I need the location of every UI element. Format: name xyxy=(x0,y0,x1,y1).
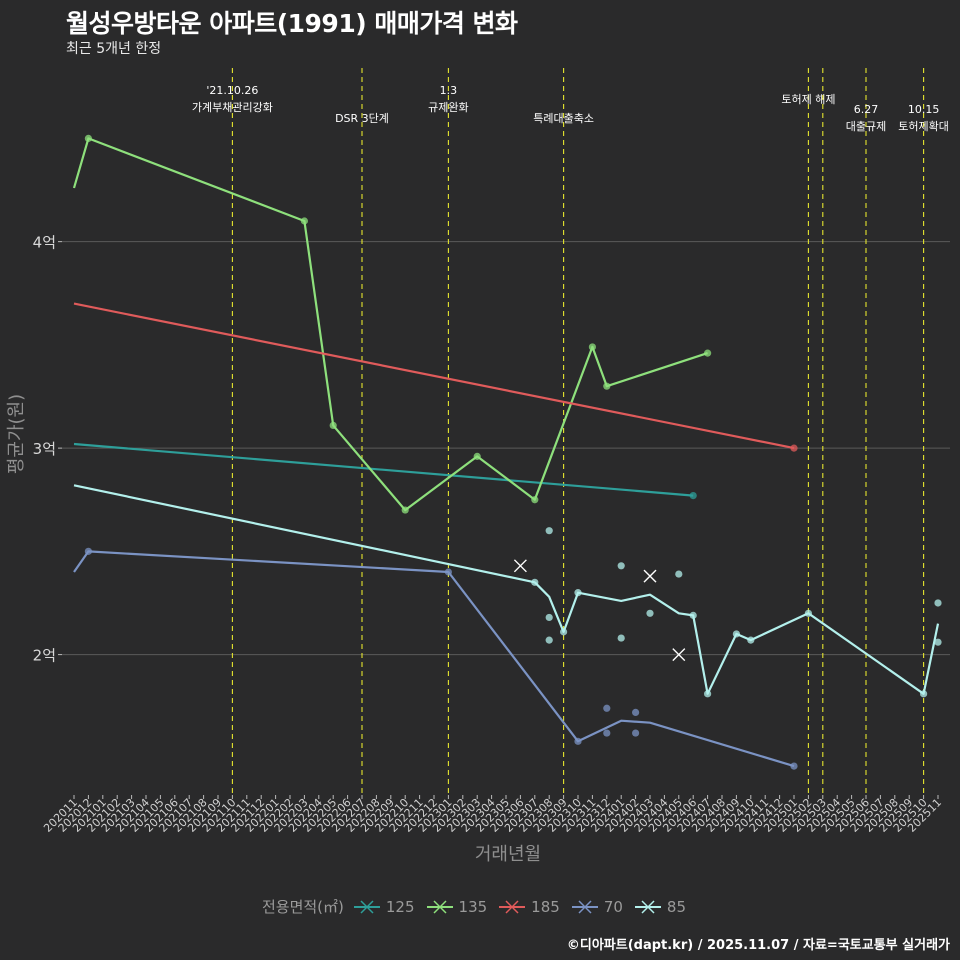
axes: 2억3억4억2020112020122021012021022021032021… xyxy=(33,234,944,835)
data-point xyxy=(401,506,409,514)
series-125 xyxy=(73,442,697,500)
data-point xyxy=(617,562,625,570)
data-point xyxy=(84,134,92,142)
legend-key-70 xyxy=(571,899,598,914)
legend-item-125: 125 xyxy=(353,897,415,916)
data-point xyxy=(732,630,741,638)
series-185 xyxy=(73,302,798,452)
gridlines xyxy=(62,241,950,656)
event-label: 토허제 해제 xyxy=(781,92,835,106)
legend-label: 70 xyxy=(603,897,623,916)
legend-key-185 xyxy=(499,899,526,914)
legend-key-125 xyxy=(353,899,380,914)
event-label: 가계부채관리강화 xyxy=(192,101,273,114)
legend-label: 185 xyxy=(531,897,560,916)
data-point xyxy=(603,382,611,390)
cross-stroke xyxy=(513,559,527,573)
data-point xyxy=(646,609,654,617)
event-label: '21.10.26 xyxy=(206,84,258,97)
cross-marker xyxy=(672,648,686,662)
event-label: 규제완화 xyxy=(428,101,468,114)
cross-stroke xyxy=(643,569,657,583)
data-point xyxy=(300,217,308,225)
legend-key-135 xyxy=(426,899,453,914)
trend-line-185 xyxy=(73,302,795,450)
data-point xyxy=(603,704,611,712)
legend-label: 125 xyxy=(385,897,415,916)
series-line-135 xyxy=(72,137,708,512)
data-point xyxy=(704,690,712,698)
data-point xyxy=(790,444,798,452)
data-point xyxy=(934,599,942,607)
series-line-70 xyxy=(73,550,795,768)
data-point xyxy=(790,762,798,770)
legend-item-185: 185 xyxy=(499,898,560,916)
data-point xyxy=(545,527,553,535)
legend-item-135: 135 xyxy=(426,897,488,916)
legend: 전용면적(㎡) 125 135 185 70 85 xyxy=(0,896,960,917)
event-label: 1.3 xyxy=(440,84,458,97)
data-point xyxy=(632,729,640,737)
y-tick-label: 3억 xyxy=(33,440,56,458)
data-point xyxy=(329,421,337,430)
series-lines xyxy=(72,134,942,770)
data-point xyxy=(689,611,697,619)
data-point xyxy=(473,452,481,460)
legend-key-85 xyxy=(634,899,661,914)
chart-title: 월성우방타운 아파트(1991) 매매가격 변화 xyxy=(66,9,518,38)
legend-item-70: 70 xyxy=(571,897,623,916)
legend-title: 전용면적(㎡) xyxy=(261,898,344,916)
data-point xyxy=(560,628,568,636)
series-85 xyxy=(73,484,942,698)
trend-line-85 xyxy=(73,484,536,584)
series-135 xyxy=(72,134,712,514)
trend-line-125 xyxy=(73,442,694,497)
y-tick-label: 2억 xyxy=(33,647,56,665)
legend-label: 135 xyxy=(458,897,488,916)
event-label: 10.15 xyxy=(908,103,940,116)
cross-marker xyxy=(513,559,527,573)
data-point xyxy=(804,609,813,617)
event-label: 특례대출축소 xyxy=(533,112,594,125)
data-point xyxy=(934,638,942,646)
legend-label: 85 xyxy=(666,897,686,916)
data-point xyxy=(704,349,712,357)
cross-marker xyxy=(643,569,657,583)
x-axis-title: 거래년월 xyxy=(475,844,541,865)
cross-stroke xyxy=(672,648,686,662)
data-point xyxy=(531,496,539,504)
data-point xyxy=(545,636,553,644)
data-point xyxy=(84,547,92,555)
data-point xyxy=(689,492,697,500)
data-point xyxy=(444,568,452,576)
source-caption: ©디아파트(dapt.kr) / 2025.11.07 / 자료=국토교통부 실… xyxy=(566,938,950,953)
event-label: 6.27 xyxy=(854,103,879,116)
data-point xyxy=(574,737,582,745)
data-point xyxy=(574,589,582,597)
data-point xyxy=(617,634,625,642)
data-point xyxy=(632,708,640,717)
y-tick-label: 4억 xyxy=(33,234,56,252)
chart-subtitle: 최근 5개년 한정 xyxy=(66,41,162,57)
legend-item-85: 85 xyxy=(634,897,686,916)
series-70 xyxy=(73,547,798,770)
data-point xyxy=(920,690,928,698)
data-point xyxy=(545,613,553,622)
event-label: 토허제확대 xyxy=(898,120,949,133)
data-point xyxy=(675,570,683,578)
data-point xyxy=(747,636,755,644)
series-line-85 xyxy=(534,581,940,695)
y-axis-title: 평균가(원) xyxy=(6,394,27,474)
data-point xyxy=(531,578,539,586)
data-point xyxy=(603,729,611,737)
data-point xyxy=(588,343,597,351)
event-label: DSR 3단계 xyxy=(335,112,389,125)
event-label: 대출규제 xyxy=(846,120,886,133)
